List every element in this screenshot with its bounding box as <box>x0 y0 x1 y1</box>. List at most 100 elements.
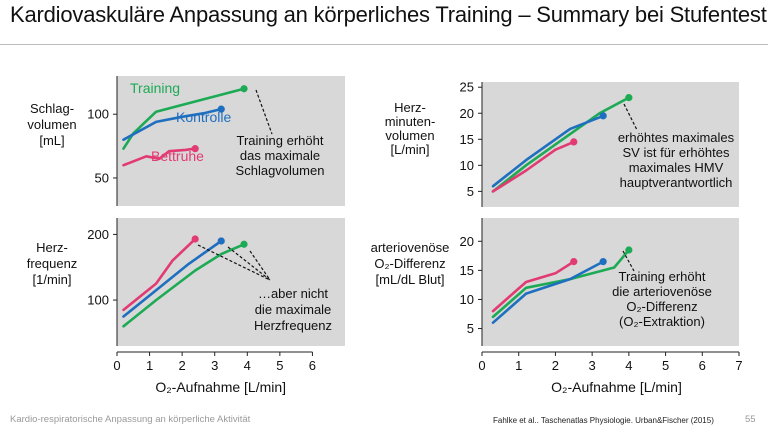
x-tick-label: 6 <box>699 358 706 373</box>
y-tick-label: 15 <box>460 132 474 147</box>
y-tick-label: 25 <box>460 80 474 95</box>
y-tick-label: 200 <box>87 227 109 242</box>
annotation-line: SV ist für erhöhtes <box>623 145 730 160</box>
y-axis-title-line: frequenz <box>27 256 78 271</box>
annotation-line: (O₂-Extraktion) <box>619 314 705 329</box>
panel-top-left: 50 100 Schlag-volumen[mL] Training Kontrolle… <box>27 76 345 206</box>
series-endpoint-kontrolle <box>599 258 607 266</box>
y-tick-label: 20 <box>460 106 474 121</box>
x-tick-label: 4 <box>625 358 632 373</box>
y-axis-title-line: Herz- <box>36 240 68 255</box>
series-endpoint-training <box>625 94 633 102</box>
series-endpoint-training <box>240 240 248 248</box>
y-tick-label: 5 <box>467 321 474 336</box>
series-line-kontrolle <box>122 239 223 318</box>
series-endpoint-kontrolle <box>599 112 607 120</box>
x-tick-label: 0 <box>478 358 485 373</box>
annotation-line: O₂-Differenz <box>626 299 697 314</box>
annotation-line: Training erhöht <box>237 133 324 148</box>
x-axis-title: O₂-Aufnahme [L/min] <box>155 379 286 395</box>
y-axis-title-line: [mL/dL Blut] <box>376 272 445 287</box>
y-axis-title-line: Schlag- <box>30 101 74 116</box>
annotation-line: die arteriovenöse <box>612 284 712 299</box>
footer-left: Kardio-respiratorische Anpassung an körp… <box>10 414 251 425</box>
annotation-leader <box>622 250 635 272</box>
series-line-kontrolle <box>491 260 605 325</box>
series-line-kontrolle <box>122 107 223 141</box>
annotation-line: hauptverantwortlich <box>620 175 733 190</box>
annotation-leader <box>249 250 271 281</box>
panel-bottom-left: 100 200 0 1 2 3 4 5 6 O₂-Aufnahme [L/min] Herz-fre… <box>27 218 345 395</box>
annotation-line: erhöhtes maximales <box>618 130 735 145</box>
x-tick-label: 4 <box>244 358 251 373</box>
series-endpoint-bettruhe <box>570 138 578 146</box>
y-tick-label: 100 <box>87 107 109 122</box>
y-axis-title-line: volumen <box>27 117 76 132</box>
series-endpoint-bettruhe <box>191 145 199 153</box>
series-line-bettruhe <box>122 237 197 312</box>
series-endpoint-kontrolle <box>217 105 225 113</box>
x-tick-label: 1 <box>515 358 522 373</box>
series-endpoint-bettruhe <box>191 235 199 243</box>
panel-bottom-right: 5 10 15 20 0 1 2 3 4 5 6 7 O₂-Aufnahme [L/min] arteri… <box>371 218 743 395</box>
annotation-line: die maximale <box>255 302 332 317</box>
x-tick-label: 2 <box>179 358 186 373</box>
series-line-training <box>122 87 246 150</box>
annotation-leader <box>255 89 273 135</box>
annotation-line: Herzfrequenz <box>254 318 332 333</box>
x-tick-label: 1 <box>146 358 153 373</box>
x-tick-label: 2 <box>552 358 559 373</box>
annotation-leader <box>197 244 271 281</box>
series-label-training: Training <box>130 80 180 96</box>
series-line-kontrolle <box>491 114 605 188</box>
y-axis-title-line: [1/min] <box>32 272 71 287</box>
slide-title: Kardiovaskuläre Anpassung an körperliche… <box>10 2 767 27</box>
series-label-kontrolle: Kontrolle <box>176 109 231 125</box>
annotation-line: maximales HMV <box>629 160 724 175</box>
y-axis-title-line: volumen <box>385 128 434 143</box>
x-tick-label: 5 <box>276 358 283 373</box>
panel-top-right: 5 10 15 20 25 Herz-minuten-volumen[L/min] erhö… <box>385 80 739 207</box>
x-tick-label: 3 <box>589 358 596 373</box>
series-endpoint-bettruhe <box>570 258 578 266</box>
series-line-bettruhe <box>122 147 197 167</box>
series-endpoint-kontrolle <box>217 237 225 245</box>
y-tick-label: 50 <box>95 170 109 185</box>
series-line-training <box>122 243 246 328</box>
x-tick-label: 6 <box>309 358 316 373</box>
y-axis-title-line: O₂-Differenz <box>374 256 445 271</box>
series-line-bettruhe <box>491 260 576 313</box>
y-tick-label: 100 <box>87 293 109 308</box>
series-label-bettruhe: Bettruhe <box>151 148 204 164</box>
y-axis-title-line: [L/min] <box>390 142 429 157</box>
panel-background <box>482 82 739 207</box>
y-tick-label: 10 <box>460 158 474 173</box>
page-number: 55 <box>745 414 756 425</box>
title-divider <box>0 44 768 45</box>
y-tick-label: 20 <box>460 234 474 249</box>
x-tick-label: 3 <box>211 358 218 373</box>
y-axis-title-line: [mL] <box>39 133 64 148</box>
annotation-line: das maximale <box>240 148 320 163</box>
y-tick-label: 15 <box>460 263 474 278</box>
series-endpoint-training <box>625 246 633 254</box>
annotation-line: Schlagvolumen <box>236 163 325 178</box>
panel-background <box>117 218 345 346</box>
panel-background <box>117 76 345 206</box>
footer-citation: Fahlke et al.. Taschenatlas Physiologie.… <box>493 416 714 425</box>
series-line-training <box>491 96 631 193</box>
x-tick-label: 7 <box>735 358 742 373</box>
annotation-line: Training erhöht <box>619 269 706 284</box>
x-tick-label: 0 <box>113 358 120 373</box>
series-endpoint-training <box>240 85 248 93</box>
annotation-line: …aber nicht <box>258 286 328 301</box>
y-tick-label: 10 <box>460 292 474 307</box>
x-axis-title: O₂-Aufnahme [L/min] <box>551 379 682 395</box>
series-line-bettruhe <box>491 140 576 193</box>
annotation-leader <box>227 246 271 281</box>
x-tick-label: 5 <box>662 358 669 373</box>
y-axis-title-line: Herz- <box>394 100 426 115</box>
y-tick-label: 5 <box>467 184 474 199</box>
y-axis-title-line: minuten- <box>385 114 436 129</box>
